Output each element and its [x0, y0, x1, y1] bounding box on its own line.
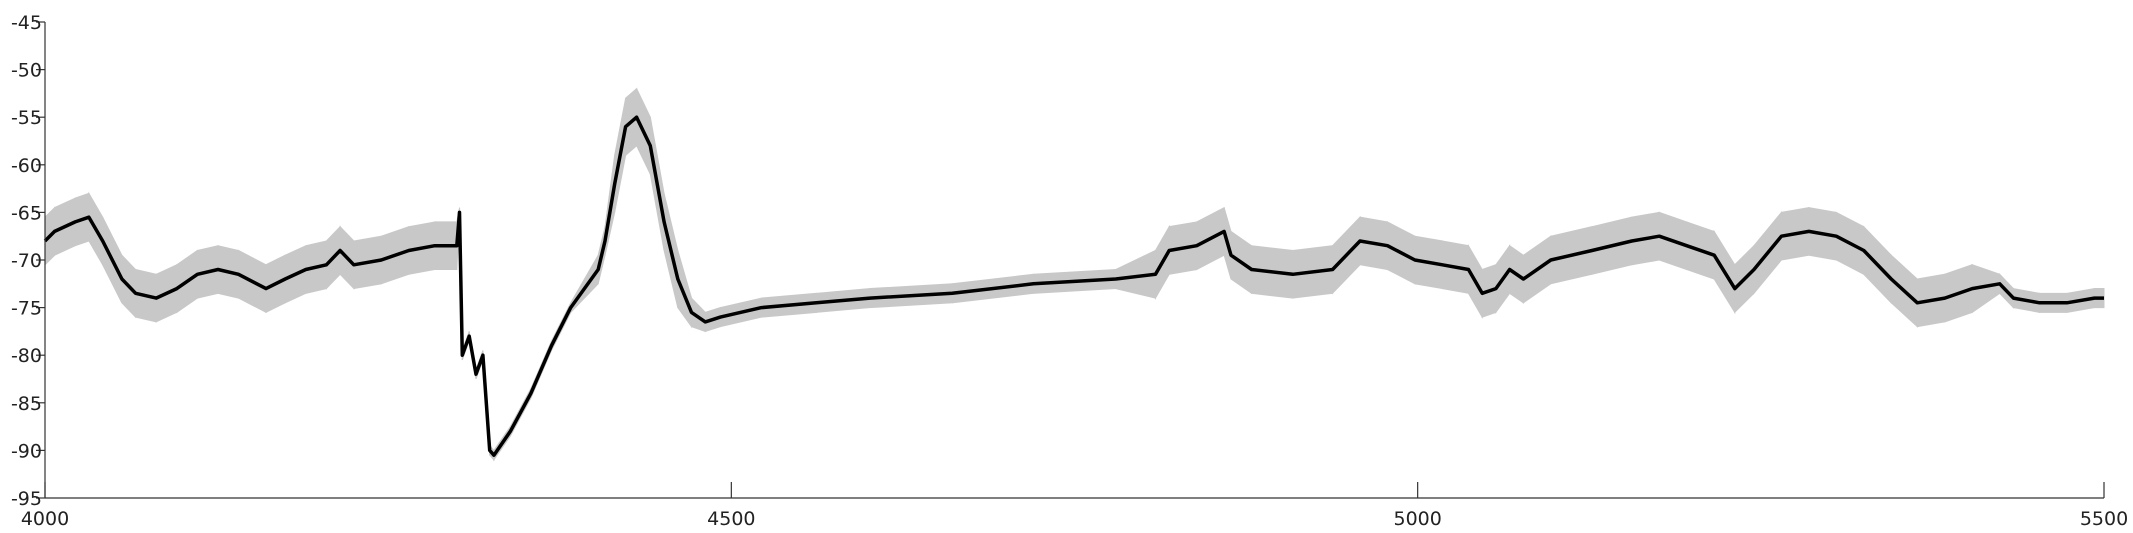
y-tick-label: -60 — [11, 155, 42, 177]
y-tick-label: -50 — [11, 60, 42, 82]
y-tick-label: -45 — [11, 12, 42, 34]
x-tick-label: 4500 — [707, 508, 755, 530]
y-tick-label: -80 — [11, 345, 42, 367]
data-line — [43, 115, 2104, 457]
y-tick-label: -75 — [11, 298, 42, 320]
y-tick-label: -90 — [11, 440, 42, 462]
x-tick-label: 5500 — [2080, 508, 2128, 530]
x-tick-label: 5000 — [1393, 508, 1441, 530]
y-tick-label: -65 — [11, 202, 42, 224]
y-tick-label: -70 — [11, 250, 42, 272]
x-tick-label: 4000 — [21, 508, 69, 530]
y-tick-label: -95 — [11, 488, 42, 510]
y-tick-label: -85 — [11, 393, 42, 415]
y-tick-label: -55 — [11, 107, 42, 129]
